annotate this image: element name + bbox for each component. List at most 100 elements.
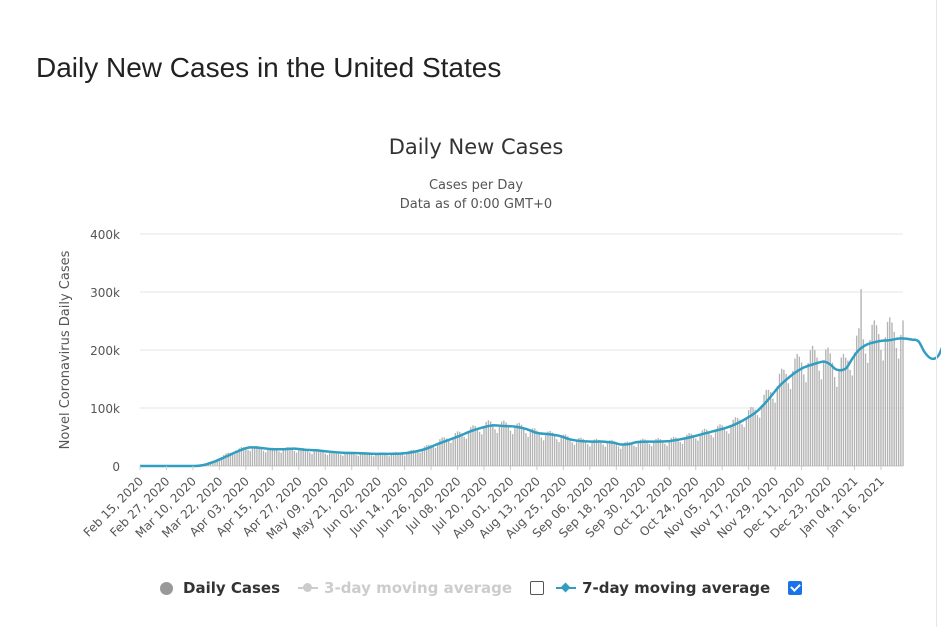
daily-case-bar: [560, 437, 562, 466]
daily-case-bar: [644, 439, 646, 466]
daily-case-bar: [739, 419, 741, 466]
daily-case-bar: [789, 389, 792, 466]
daily-case-bar: [787, 383, 790, 466]
daily-case-bar: [346, 452, 348, 466]
daily-case-bar: [335, 451, 337, 466]
daily-case-bar: [247, 449, 249, 466]
daily-case-bar: [231, 453, 234, 466]
daily-case-bar: [670, 437, 673, 466]
daily-case-bar: [763, 394, 765, 466]
daily-case-bar: [827, 347, 829, 466]
daily-case-bar: [882, 360, 884, 466]
daily-case-bar: [886, 321, 889, 466]
daily-case-bar: [470, 427, 472, 466]
daily-case-bar: [452, 437, 454, 466]
daily-case-bar: [333, 451, 335, 466]
daily-case-bar: [542, 440, 545, 466]
daily-case-bar: [227, 452, 229, 466]
daily-case-bar: [379, 452, 382, 466]
daily-case-bar: [873, 320, 876, 466]
daily-case-bar: [461, 433, 463, 466]
daily-case-bar: [258, 446, 260, 466]
daily-case-bar: [218, 459, 221, 466]
daily-case-bar: [792, 371, 794, 466]
daily-case-bar: [695, 438, 697, 466]
checkbox-7day-ma[interactable]: [788, 581, 803, 595]
legend-daily-cases[interactable]: Daily Cases: [160, 579, 280, 597]
daily-case-bar: [320, 450, 322, 466]
daily-case-bar: [527, 436, 529, 466]
daily-case-bar: [648, 444, 651, 466]
daily-case-bar: [556, 439, 558, 466]
daily-case-bar: [300, 448, 302, 466]
ma7-line-layer: [139, 319, 941, 468]
daily-case-bar: [485, 421, 487, 466]
daily-case-bar: [754, 409, 756, 466]
daily-case-bar: [441, 437, 443, 466]
legend-3day-ma[interactable]: 3-day moving average: [298, 579, 512, 597]
daily-case-bar: [538, 433, 540, 466]
daily-case-bar: [860, 289, 862, 466]
checkbox-3day-ma[interactable]: [530, 581, 545, 595]
daily-case-bar: [284, 447, 287, 466]
daily-case-bar: [844, 357, 847, 466]
daily-case-bar: [699, 434, 701, 466]
y-axis-label: Novel Coronavirus Daily Cases: [58, 250, 73, 449]
daily-case-bar: [900, 334, 902, 466]
legend-3day-label: 3-day moving average: [324, 579, 513, 597]
daily-case-bar: [295, 452, 298, 466]
daily-case-bar: [679, 442, 681, 466]
daily-case-bar: [463, 436, 465, 466]
daily-case-bar: [505, 422, 507, 466]
daily-case-bar: [236, 450, 238, 466]
daily-case-bar: [800, 362, 803, 466]
legend-daily-label: Daily Cases: [183, 579, 281, 597]
daily-case-bar: [445, 438, 448, 466]
y-tick-label: 400k: [90, 228, 120, 242]
daily-case-bar: [487, 420, 490, 466]
daily-case-bar: [437, 442, 439, 466]
legend-7day-ma[interactable]: 7-day moving average: [556, 579, 770, 597]
daily-case-bar: [417, 451, 419, 466]
daily-case-bar: [642, 438, 644, 466]
daily-case-bar: [633, 445, 635, 466]
daily-case-bar: [262, 450, 265, 466]
daily-case-bar: [494, 429, 496, 466]
daily-case-bar: [902, 320, 904, 466]
daily-case-bar: [829, 353, 831, 466]
daily-case-bar: [287, 447, 289, 466]
daily-case-bar: [406, 452, 408, 466]
daily-case-bar: [269, 447, 271, 466]
daily-case-bar: [772, 398, 774, 466]
daily-case-bar: [880, 349, 882, 466]
daily-case-bar: [514, 427, 516, 466]
daily-case-bar: [370, 455, 373, 466]
daily-case-bar: [507, 425, 509, 466]
daily-case-bar: [547, 431, 549, 466]
daily-case-bar: [622, 444, 624, 466]
daily-case-bar: [657, 438, 659, 466]
daily-case-bar: [609, 440, 611, 466]
daily-case-bar: [602, 444, 604, 466]
legend-3day-line-icon: [298, 582, 319, 594]
daily-case-bar: [302, 448, 304, 466]
daily-case-bar: [454, 433, 457, 466]
daily-case-bar: [758, 417, 761, 466]
grid-lines: [140, 233, 903, 467]
daily-case-bar: [672, 436, 675, 466]
daily-case-bar: [328, 452, 331, 466]
daily-case-bar: [595, 438, 598, 466]
daily-case-bar: [743, 427, 745, 466]
daily-case-bar: [551, 432, 554, 466]
daily-case-bar: [403, 455, 406, 466]
daily-case-bar: [465, 438, 468, 466]
daily-case-bar: [397, 452, 399, 466]
daily-case-bar: [708, 431, 710, 466]
daily-case-bar: [503, 420, 505, 466]
daily-case-bar: [317, 449, 320, 466]
chart-title: Daily New Cases: [389, 135, 564, 159]
daily-case-bar: [703, 428, 706, 466]
daily-case-bar: [747, 410, 750, 466]
ma7-line[interactable]: [139, 319, 941, 468]
